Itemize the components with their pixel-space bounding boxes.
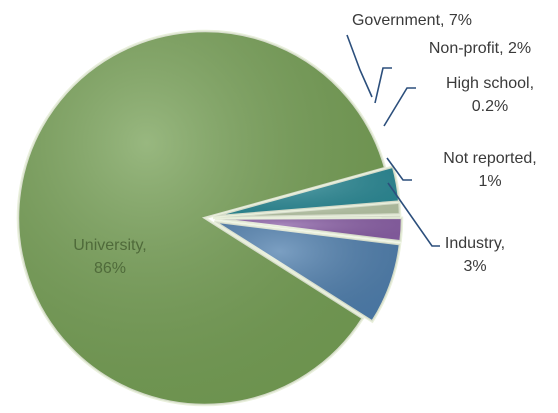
leader-line: [387, 182, 440, 247]
slice-shading: [212, 166, 400, 217]
slice-shading: [214, 221, 401, 322]
slice-labels: University, 86% Government, 7% Non-profit, …: [73, 12, 536, 277]
data-label: Government, 7%: [352, 12, 472, 29]
leader-line: [346, 34, 373, 98]
slice-shading: [214, 217, 402, 242]
slice-shading: [18, 30, 386, 405]
leader-line: [374, 67, 392, 104]
leader-line: [383, 87, 416, 127]
leader-line: [386, 157, 412, 181]
pie-slices: [16, 29, 404, 407]
data-label: Not reported, 1%: [443, 150, 536, 190]
data-label: University, 86%: [73, 237, 147, 277]
data-label: Industry, 3%: [445, 235, 505, 275]
data-label: Non-profit, 2%: [429, 40, 531, 57]
leader-lines: [346, 34, 440, 247]
data-label: High school, 0.2%: [446, 75, 534, 115]
